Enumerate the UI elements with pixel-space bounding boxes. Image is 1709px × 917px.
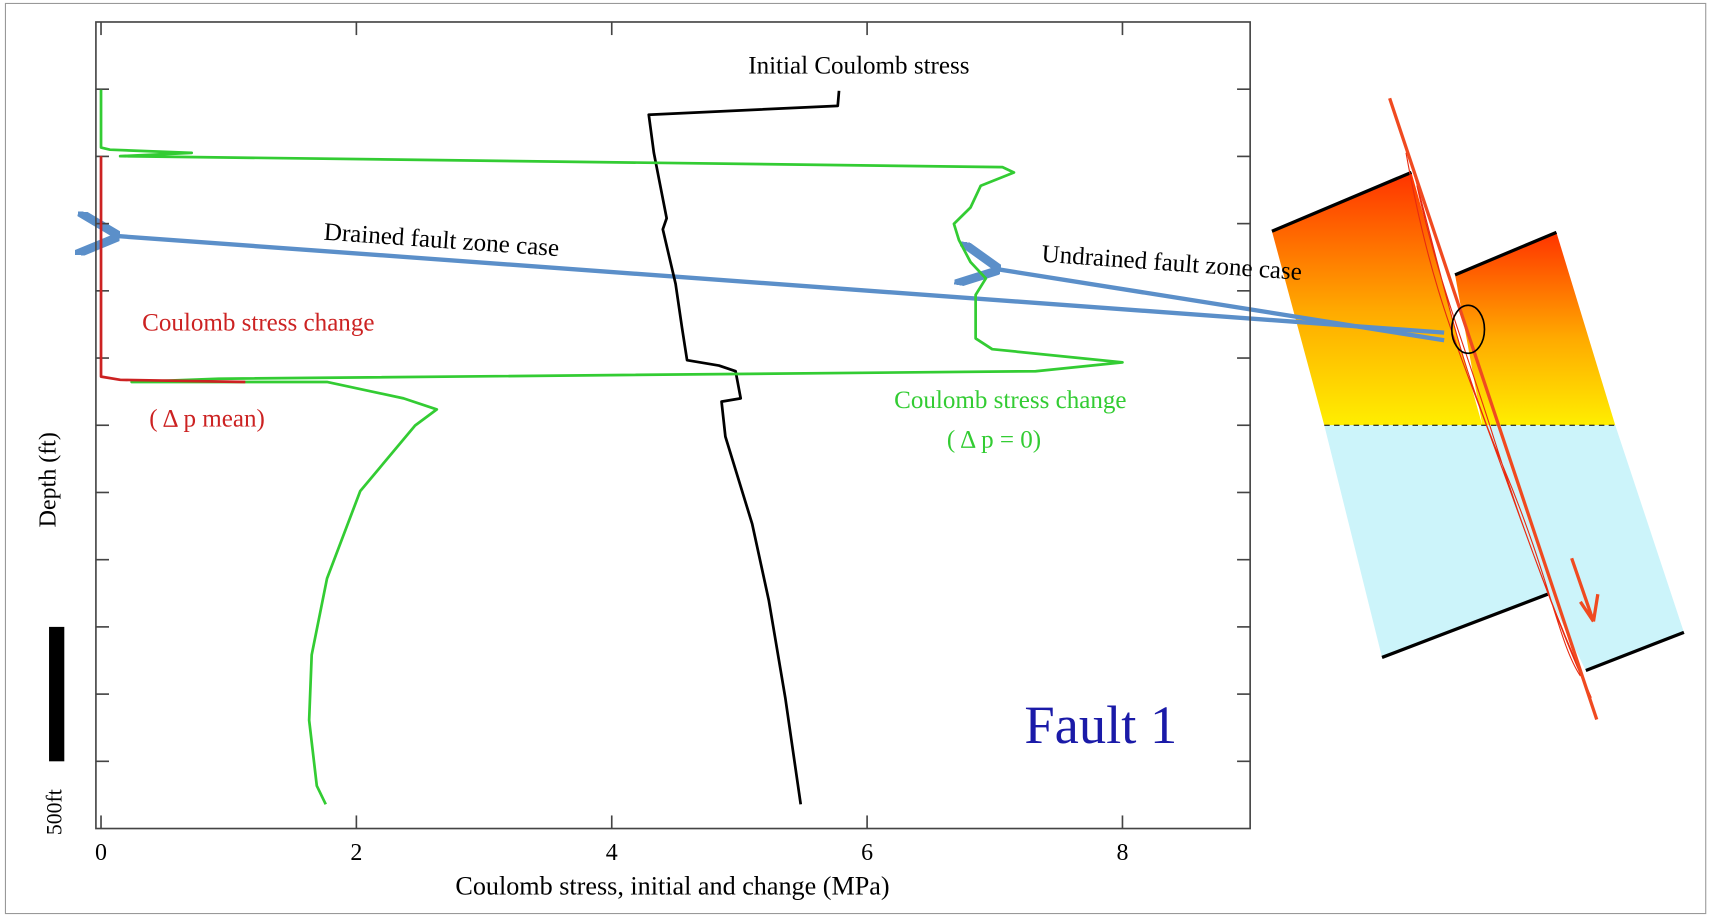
foot-block <box>1455 232 1615 425</box>
undrained-label: Undrained fault zone case <box>1041 241 1303 286</box>
series-label: Coulomb stress change <box>894 387 1126 414</box>
page: {"chart_data": {"type": "line", "xlabel"… <box>0 0 1709 917</box>
fault-title: Fault 1 <box>1024 694 1177 755</box>
hanging-block <box>1272 172 1482 425</box>
x-axis-label: Coulomb stress, initial and change (MPa) <box>455 871 889 900</box>
x-tick-label: 8 <box>1116 840 1128 866</box>
scale-bar-label: 500ft <box>43 789 67 835</box>
x-tick-label: 4 <box>606 840 618 866</box>
series-label: Coulomb stress change <box>142 310 374 337</box>
chart: Coulomb stress, initial and change (MPa)… <box>0 0 1709 917</box>
lower-block <box>1324 425 1684 670</box>
x-tick-label: 2 <box>350 840 362 866</box>
series-note: ( Δ p mean) <box>149 406 265 433</box>
x-tick-label: 6 <box>861 840 873 866</box>
y-axis-label: Depth (ft) <box>36 432 62 527</box>
x-tick-label: 0 <box>95 840 107 866</box>
scale-bar <box>49 627 64 761</box>
series-line <box>101 156 245 382</box>
series-note: ( Δ p = 0) <box>947 426 1041 453</box>
series-line <box>649 91 839 805</box>
series-label: Initial Coulomb stress <box>748 53 969 80</box>
fault-diagram <box>1272 98 1684 719</box>
